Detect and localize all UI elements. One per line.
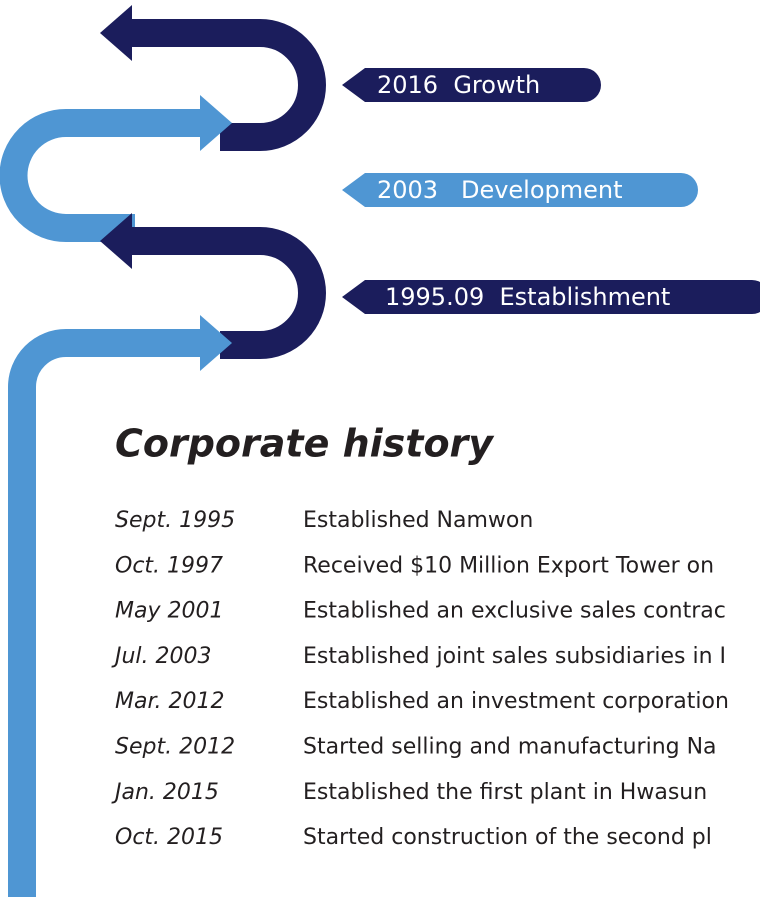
date: Mar. 2012 (115, 689, 224, 714)
event: Started selling and manufacturing Na (303, 735, 717, 760)
title: Corporate history (115, 422, 495, 466)
timeline-snake (0, 5, 326, 897)
dark-curve (130, 227, 326, 359)
date: Jul. 2003 (111, 644, 212, 669)
tag (342, 173, 698, 207)
milestone: 2016 Growth (377, 71, 540, 99)
event: Started construction of the second pl (303, 825, 712, 850)
date: Oct. 2015 (115, 825, 223, 850)
light-curve (7, 329, 205, 897)
tag (342, 68, 601, 102)
event: Established joint sales subsidiaries in … (303, 644, 726, 669)
dark-curve (130, 19, 326, 151)
event: Established Namwon (303, 508, 533, 533)
event: Established the first plant in Hwasun (303, 780, 707, 805)
event: Received $10 Million Export Tower on (303, 553, 714, 578)
date: Sept. 2012 (115, 735, 235, 760)
event: Established an exclusive sales contrac (303, 599, 726, 624)
tag (342, 280, 760, 314)
arrow-head (200, 315, 232, 371)
date: Sept. 1995 (115, 508, 235, 533)
arrow-head (100, 213, 132, 269)
milestone-tags: 2016 Growth 2003 Development 1995.09 Est… (342, 68, 760, 314)
date: Jan. 2015 (111, 780, 219, 805)
milestone: 1995.09 Establishment (385, 283, 670, 311)
arrow-head (100, 5, 132, 61)
history-list: Sept. 1995 Established Namwon Oct. 1997 Rec… (111, 508, 729, 850)
date: May 2001 (115, 599, 223, 624)
light-curve (0, 109, 205, 242)
milestone: 2003 Development (377, 176, 623, 204)
arrow-head (200, 95, 232, 151)
event: Established an investment corporation (303, 689, 729, 714)
date: Oct. 1997 (115, 553, 223, 578)
